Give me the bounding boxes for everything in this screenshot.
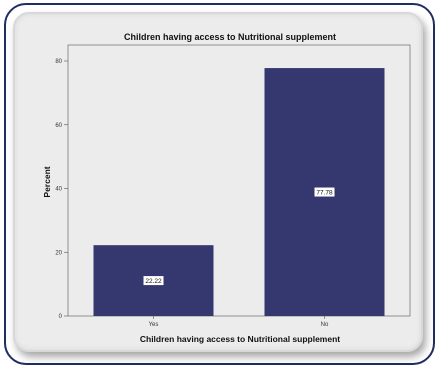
- x-tick-label: No: [321, 322, 329, 328]
- data-label-box: [314, 187, 335, 197]
- chart-title: Children having access to Nutritional su…: [124, 32, 336, 42]
- bars: 22.22 77.78: [93, 68, 385, 316]
- y-tick-label: 40: [55, 187, 62, 193]
- x-tick-label: Yes: [149, 322, 159, 328]
- data-label: 22.22: [145, 278, 162, 285]
- y-axis: 0 20 40 60 80: [55, 59, 68, 320]
- y-axis-title: Percent: [42, 166, 52, 197]
- y-tick-label: 0: [59, 314, 63, 320]
- y-tick-label: 60: [55, 123, 62, 129]
- y-tick-label: 20: [55, 250, 62, 256]
- x-axis-title: Children having access to Nutritional su…: [140, 334, 340, 344]
- y-tick-label: 80: [55, 59, 62, 65]
- x-axis: Yes No: [149, 316, 329, 328]
- data-label-box: [143, 276, 164, 286]
- data-label: 77.78: [316, 189, 333, 196]
